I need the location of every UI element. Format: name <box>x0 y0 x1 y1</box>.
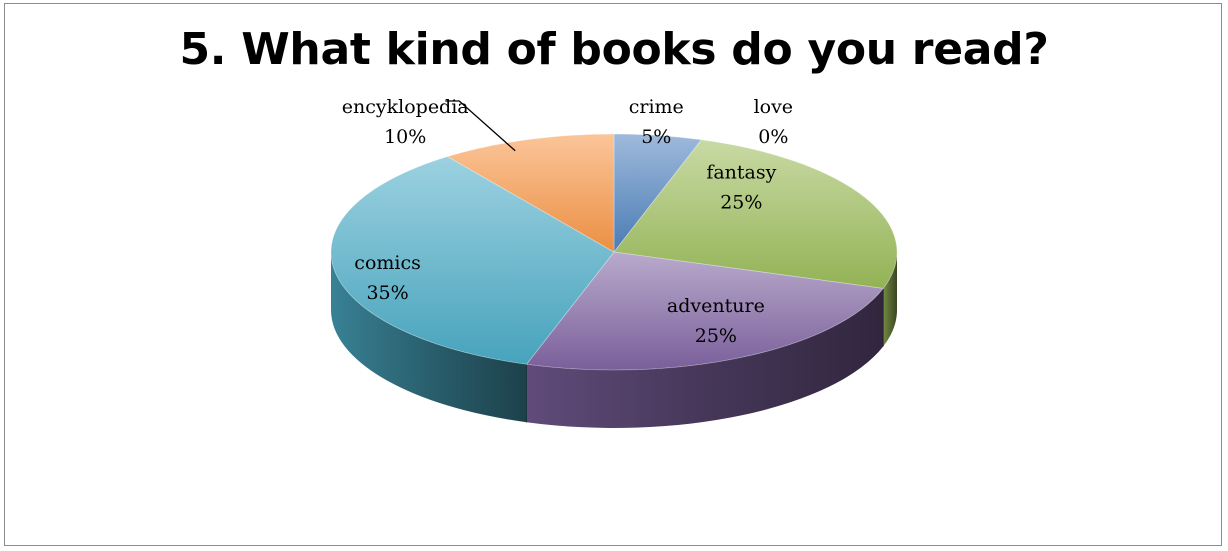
leader-lines <box>445 100 516 152</box>
data-label-value-encyklopedia: 10% <box>384 126 426 148</box>
data-label-value-love: 0% <box>758 126 788 148</box>
pie-sides <box>331 252 898 428</box>
pie-slice-encyklopedia <box>446 133 615 253</box>
pie-slice-comics <box>330 156 615 365</box>
pie-slice-adventure <box>525 251 884 371</box>
pie-side-comics <box>331 252 527 423</box>
data-label-name-comics: comics <box>354 252 421 274</box>
leader-line-encyklopedia <box>445 100 516 152</box>
pie-side-fantasy <box>883 252 898 347</box>
data-label-value-crime: 5% <box>641 126 671 148</box>
pie-slice-fantasy <box>613 139 898 289</box>
pie-slice-crime <box>613 133 703 254</box>
data-label-name-adventure: adventure <box>667 295 765 317</box>
data-label-value-comics: 35% <box>366 282 408 304</box>
data-label-value-adventure: 25% <box>695 325 737 347</box>
data-label-name-encyklopedia: encyklopedia <box>342 96 469 118</box>
data-label-value-fantasy: 25% <box>720 191 762 213</box>
data-label-name-fantasy: fantasy <box>706 161 776 183</box>
data-label-name-love: love <box>754 96 794 118</box>
pie-side-adventure <box>526 288 884 428</box>
data-label-name-crime: crime <box>629 96 684 118</box>
pie-tops <box>330 133 898 371</box>
chart-title: 5. What kind of books do you read? <box>179 24 1049 75</box>
data-labels: crime 5% love 0% fantasy 25% adventure 25% comic… <box>342 96 793 347</box>
